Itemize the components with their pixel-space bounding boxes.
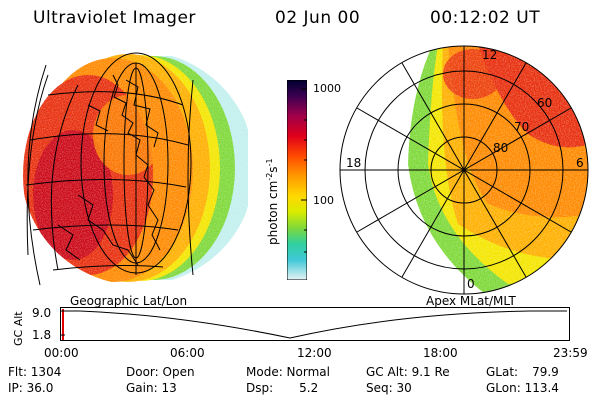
x-tick-1800: 18:00 [423, 346, 458, 360]
date-label: 02 Jun 00 [275, 8, 361, 28]
globe-grid [25, 52, 194, 276]
colorbar [287, 80, 307, 280]
status-ip: IP: 36.0 [8, 381, 54, 395]
status-mode: Mode: Normal [246, 365, 330, 379]
altitude-ylabel: GC Alt [12, 311, 25, 346]
colorbar-label: photon cm-2s-1 [265, 158, 280, 245]
apex-polar-image [339, 45, 589, 295]
instrument-title: Ultraviolet Imager [33, 8, 196, 28]
mlt-label-6: 6 [576, 156, 584, 170]
status-glon: GLon: 113.4 [486, 381, 559, 395]
altitude-plot [60, 307, 570, 341]
status-gcalt: GC Alt: 9.1 Re [366, 365, 450, 379]
mlt-label-18: 18 [346, 156, 362, 170]
coastline [57, 74, 161, 266]
x-tick-0000: 00:00 [44, 346, 79, 360]
colorbar-tick-100: 100 [313, 194, 334, 207]
mlat-label-60: 60 [537, 96, 553, 110]
status-dsp: Dsp: 5.2 [246, 381, 319, 395]
colorbar-tick-1000: 1000 [313, 82, 341, 95]
x-tick-1200: 12:00 [297, 346, 332, 360]
time-label: 00:12:02 UT [430, 8, 541, 28]
x-tick-2359: 23:59 [553, 346, 588, 360]
status-door: Door: Open [126, 365, 195, 379]
status-gain: Gain: 13 [126, 381, 177, 395]
mlat-label-70: 70 [514, 120, 530, 134]
polar-grid [339, 45, 589, 295]
altitude-ytick-9: 9.0 [32, 306, 52, 320]
mlat-label-80: 80 [493, 141, 509, 155]
geographic-caption: Geographic Lat/Lon [70, 294, 188, 308]
status-flt: Flt: 1304 [8, 365, 62, 379]
mlt-label-0: 0 [467, 277, 475, 291]
apex-caption: Apex MLat/MLT [426, 294, 516, 308]
geographic-image [21, 51, 248, 286]
x-tick-0600: 06:00 [170, 346, 205, 360]
mlt-label-12: 12 [482, 48, 498, 62]
status-glat: GLat: 79.9 [486, 365, 559, 379]
altitude-ytick-1.8: 1.8 [32, 328, 52, 342]
status-seq: Seq: 30 [366, 381, 412, 395]
altitude-curve [63, 310, 567, 339]
